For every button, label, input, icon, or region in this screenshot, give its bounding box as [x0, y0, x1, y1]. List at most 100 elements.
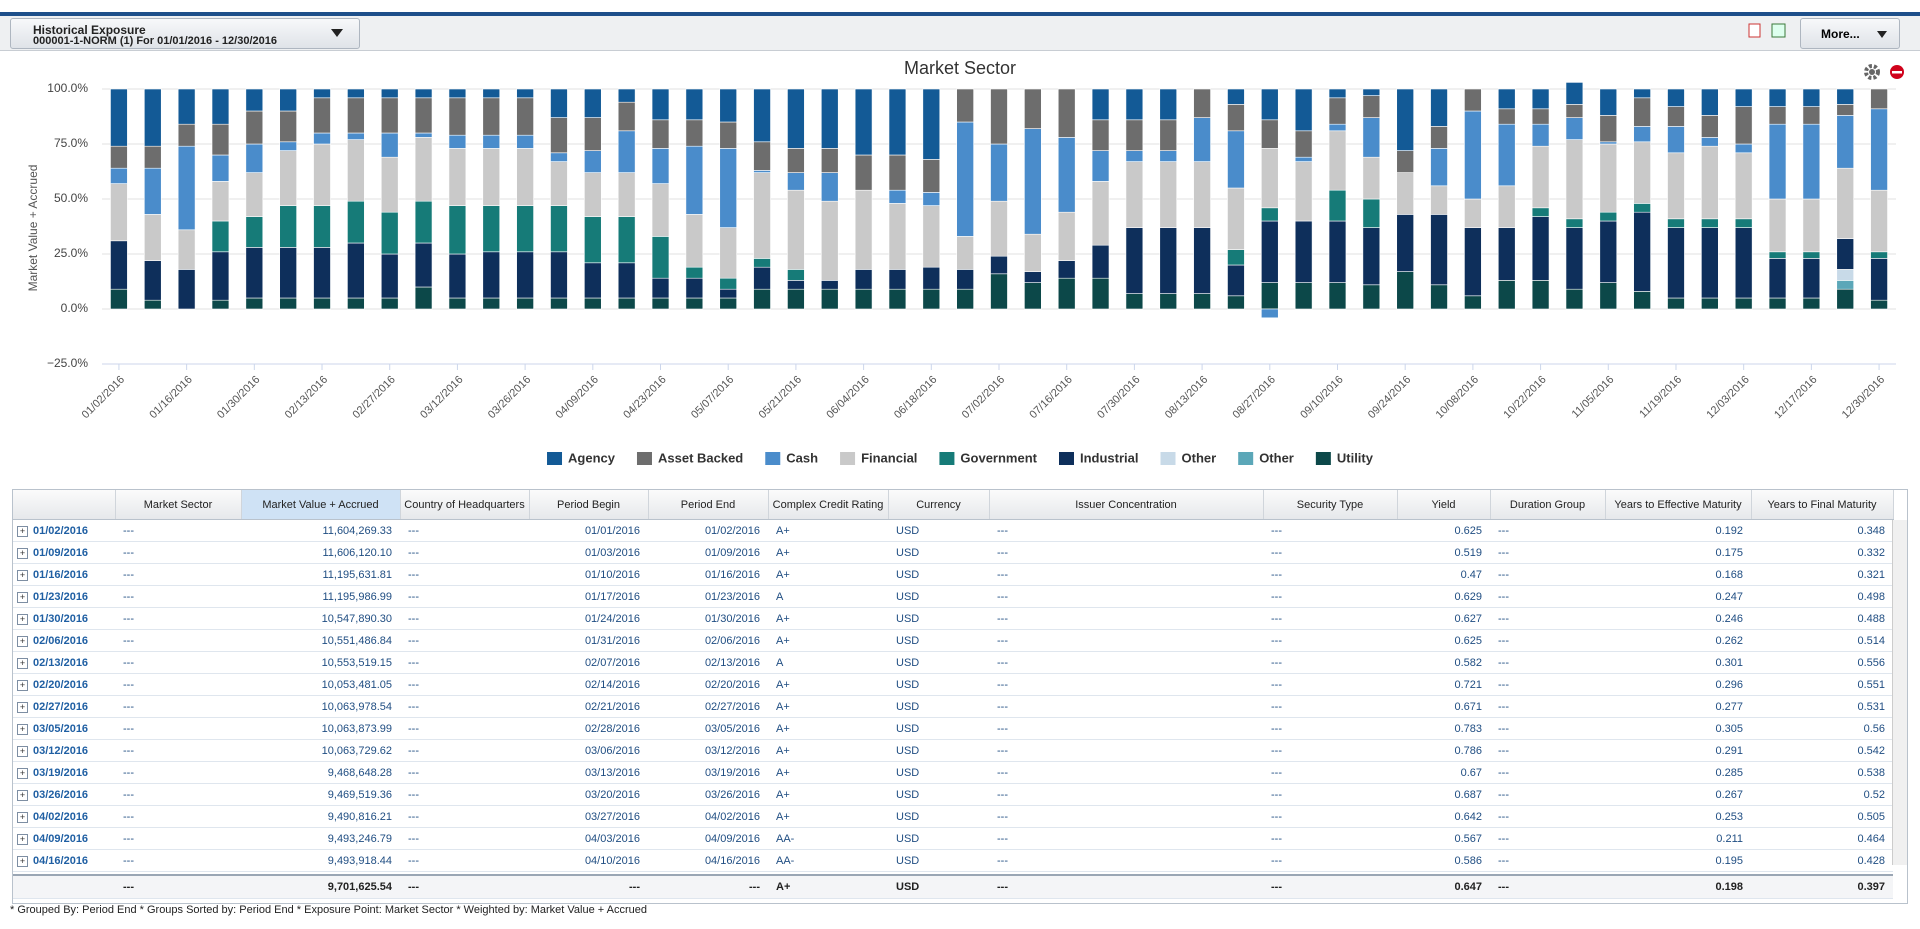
column-header[interactable]: Market Value + Accrued — [241, 490, 401, 520]
expand-toggle[interactable]: + — [17, 701, 28, 713]
expand-toggle[interactable]: + — [17, 855, 28, 867]
expand-toggle[interactable]: + — [17, 613, 28, 625]
cell: --- — [115, 849, 241, 872]
group-cell[interactable]: +03/05/2016 — [13, 717, 115, 740]
bar-segment — [1024, 233, 1042, 272]
group-cell[interactable]: +02/27/2016 — [13, 695, 115, 718]
bar-segment — [719, 227, 737, 279]
bar-segment — [584, 150, 602, 173]
column-header[interactable]: Years to Final Maturity — [1751, 490, 1894, 520]
bar-segment — [110, 88, 128, 147]
group-cell[interactable]: +02/20/2016 — [13, 673, 115, 696]
scrollbar[interactable] — [1892, 520, 1907, 865]
column-header[interactable]: Complex Credit Rating — [768, 490, 889, 520]
expand-toggle[interactable]: + — [17, 833, 28, 845]
expand-toggle[interactable]: + — [17, 635, 28, 647]
column-header[interactable]: Market Sector — [115, 490, 242, 520]
group-cell[interactable]: +02/13/2016 — [13, 651, 115, 674]
expand-toggle[interactable]: + — [17, 767, 28, 779]
group-label: 02/13/2016 — [33, 656, 89, 669]
x-tick-label: 06/04/2016 — [824, 374, 871, 421]
expand-toggle[interactable]: + — [17, 657, 28, 669]
group-cell[interactable]: +03/19/2016 — [13, 761, 115, 784]
group-cell[interactable]: +03/26/2016 — [13, 783, 115, 806]
bar-segment — [516, 88, 534, 99]
bar-segment — [1768, 258, 1787, 299]
group-cell[interactable]: +01/23/2016 — [13, 585, 115, 608]
group-cell[interactable]: +01/09/2016 — [13, 541, 115, 564]
bar-segment — [177, 145, 196, 231]
total-row: --- 9,701,625.54 --- --- --- A+ USD --- --- 0.647… — [13, 874, 1893, 899]
column-header[interactable]: Issuer Concentration — [989, 490, 1264, 520]
column-header[interactable]: Years to Effective Maturity — [1605, 490, 1752, 520]
group-label: 04/09/2016 — [33, 832, 89, 845]
group-label: 02/06/2016 — [33, 634, 89, 647]
group-cell[interactable]: +04/02/2016 — [13, 805, 115, 828]
group-cell[interactable]: +01/16/2016 — [13, 563, 115, 586]
bar-segment — [1125, 227, 1144, 294]
group-cell[interactable]: +01/30/2016 — [13, 607, 115, 630]
column-header[interactable]: Country of Headquarters — [400, 490, 530, 520]
group-cell[interactable]: +03/12/2016 — [13, 739, 115, 762]
cell: --- — [1490, 607, 1605, 630]
bar-segment — [1362, 117, 1381, 158]
cell: USD — [888, 607, 989, 630]
bar-segment — [1870, 189, 1888, 253]
bar-segment — [956, 269, 974, 290]
group-label: 03/05/2016 — [33, 722, 89, 735]
bar-segment — [1430, 126, 1448, 149]
expand-toggle[interactable]: + — [17, 723, 28, 735]
expand-toggle[interactable]: + — [17, 547, 28, 559]
bar-segment — [1091, 88, 1110, 121]
bar-segment — [448, 97, 467, 136]
export-icons[interactable] — [1748, 22, 1788, 40]
column-header[interactable]: Duration Group — [1490, 490, 1606, 520]
column-header[interactable]: Currency — [888, 490, 990, 520]
group-label: 01/02/2016 — [33, 524, 89, 537]
bar-segment — [1768, 123, 1787, 200]
close-icon[interactable] — [1890, 65, 1904, 79]
cell: --- — [400, 827, 529, 850]
cell: 0.168 — [1605, 563, 1751, 586]
expand-toggle[interactable]: + — [17, 811, 28, 823]
settings-icon[interactable] — [1864, 64, 1880, 80]
bar-segment — [313, 297, 331, 310]
group-cell[interactable]: +02/06/2016 — [13, 629, 115, 652]
expand-toggle[interactable]: + — [17, 745, 28, 757]
report-selector[interactable]: Historical Exposure 000001-1-NORM (1) Fo… — [10, 18, 360, 49]
bar-segment — [1734, 297, 1753, 310]
bar-segment — [888, 269, 907, 290]
cell: --- — [1490, 849, 1605, 872]
bar-segment — [651, 119, 670, 149]
bar-segment — [888, 203, 907, 270]
bar-segment — [787, 280, 805, 290]
bar-segment — [1057, 137, 1076, 213]
group-cell[interactable]: +04/16/2016 — [13, 849, 115, 872]
cell: A+ — [768, 563, 888, 586]
bar-segment — [144, 214, 162, 261]
column-header[interactable]: Yield — [1397, 490, 1491, 520]
column-header[interactable]: Period Begin — [529, 490, 649, 520]
expand-toggle[interactable]: + — [17, 569, 28, 581]
group-cell[interactable]: +04/09/2016 — [13, 827, 115, 850]
cell: 0.519 — [1397, 541, 1490, 564]
expand-toggle[interactable]: + — [17, 591, 28, 603]
column-header[interactable]: Security Type — [1263, 490, 1398, 520]
bar-segment — [753, 266, 771, 290]
bar-segment — [1227, 130, 1245, 189]
cell: USD — [888, 563, 989, 586]
expand-toggle[interactable]: + — [17, 525, 28, 537]
column-header[interactable]: Period End — [648, 490, 769, 520]
cell: 9,490,816.21 — [241, 805, 400, 828]
bar-segment — [1701, 88, 1719, 116]
more-button[interactable]: More... — [1800, 18, 1900, 49]
bar-segment — [1768, 106, 1787, 125]
cell: 0.296 — [1605, 673, 1751, 696]
bar-segment — [414, 242, 433, 288]
group-cell[interactable]: +01/02/2016 — [13, 519, 115, 542]
expand-toggle[interactable]: + — [17, 789, 28, 801]
bar-segment — [1396, 150, 1414, 173]
expand-toggle[interactable]: + — [17, 679, 28, 691]
bar-segment — [1091, 181, 1110, 246]
bar-segment — [550, 161, 568, 206]
